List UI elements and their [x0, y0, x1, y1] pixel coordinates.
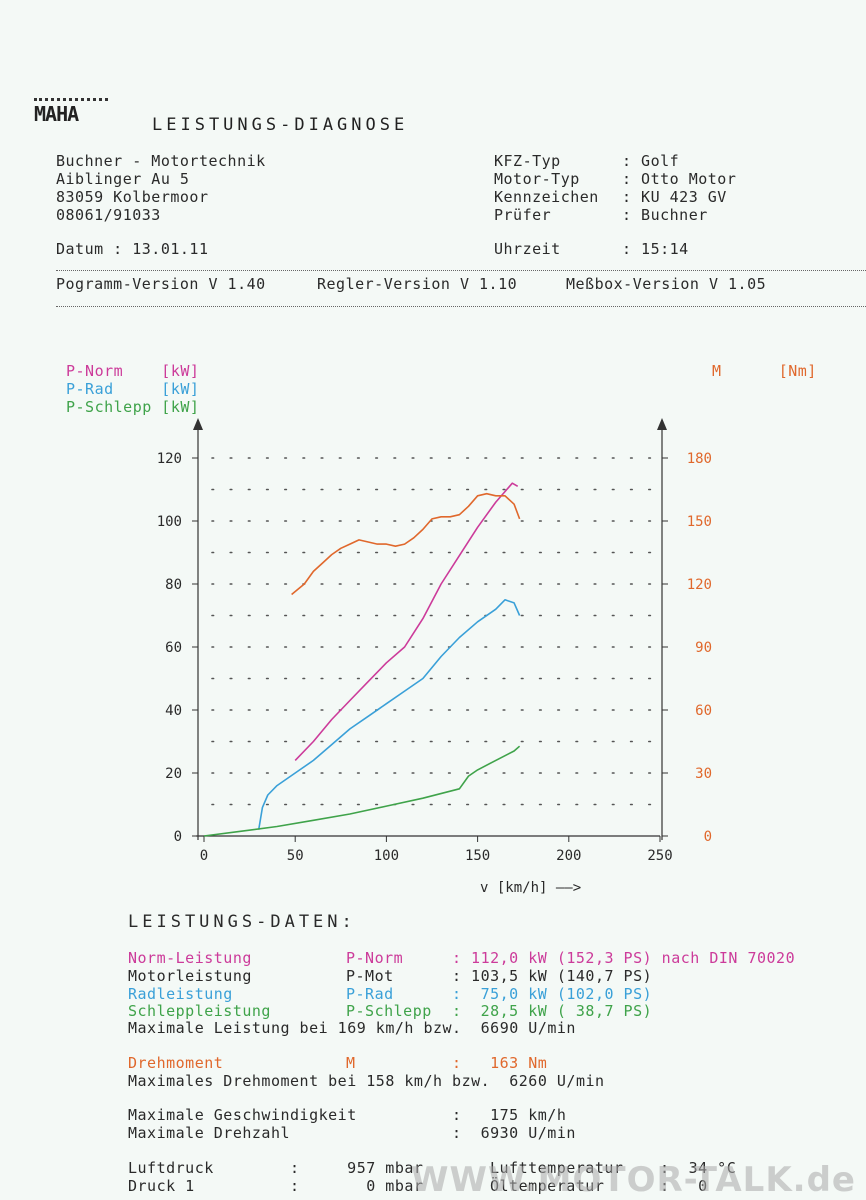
series-line-m — [291, 492, 521, 596]
inspector-value: : Buchner — [622, 206, 708, 224]
x-tick-label: 100 — [374, 848, 399, 864]
engine-type-label: Motor-Typ — [494, 170, 580, 188]
company-phone: 08061/91033 — [56, 206, 161, 224]
watermark: WWW.MOTOR-TALK.de — [411, 1160, 856, 1200]
y-tick-label-right: 60 — [695, 703, 712, 719]
logo: MAHA — [34, 102, 79, 126]
program-version: Pogramm-Version V 1.40 — [56, 275, 266, 293]
engine-type-value: : Otto Motor — [622, 170, 737, 188]
data-row-label: Motorleistung — [128, 967, 252, 985]
plate-label: Kennzeichen — [494, 188, 599, 206]
vehicle-type-label: KFZ-Typ — [494, 152, 561, 170]
y-tick-label-left: 120 — [157, 451, 182, 467]
plate-value: : KU 423 GV — [622, 188, 727, 206]
pressure1-value: : 0 mbar — [290, 1177, 424, 1195]
chart-grid — [211, 457, 657, 806]
y-tick-label-left: 80 — [165, 577, 182, 593]
air-temp-value: : 34 °C — [660, 1159, 737, 1177]
x-tick-label: 250 — [647, 848, 672, 864]
inspector-label: Prüfer — [494, 206, 552, 224]
y-tick-label-right: 90 — [695, 640, 712, 656]
oil-temp-value: : 0 — [660, 1177, 708, 1195]
data-row-sym: P-Norm — [346, 949, 404, 967]
data-row-label: Schleppleistung — [128, 1002, 271, 1020]
y-tick-label-left: 100 — [157, 514, 182, 530]
y-tick-label-left: 60 — [165, 640, 182, 656]
torque-label: Drehmoment — [128, 1054, 224, 1072]
y-tick-label-left: 0 — [174, 829, 182, 845]
company-street: Aiblinger Au 5 — [56, 170, 190, 188]
company-name: Buchner - Motortechnik — [56, 152, 266, 170]
power-chart: 0 20 40 60 80 100 120 0 30 60 90 120 150 180 0 50 100 150… — [157, 418, 712, 896]
time-label: Uhrzeit — [494, 240, 561, 258]
x-axis-label: v [km/h] ——> — [480, 880, 581, 896]
x-tick-label: 200 — [556, 848, 581, 864]
air-temp-label: Lufttemperatur — [490, 1159, 624, 1177]
y-tick-label-right: 150 — [687, 514, 712, 530]
air-pressure-value: : 957 mbar — [290, 1159, 424, 1177]
legend-p-norm: P-Norm [kW] — [66, 362, 200, 380]
data-row-value: : 75,0 kW (102,0 PS) — [452, 985, 653, 1003]
y-tick-label-left: 20 — [165, 766, 182, 782]
torque-value: : 163 Nm — [452, 1054, 548, 1072]
legend-torque: M [Nm] — [712, 362, 817, 380]
time-value: : 15:14 — [622, 240, 689, 258]
max-speed-label: Maximale Geschwindigkeit — [128, 1106, 357, 1124]
data-row-label: Radleistung — [128, 985, 233, 1003]
data-row-value: : 28,5 kW ( 38,7 PS) — [452, 1002, 653, 1020]
max-rpm-value: : 6930 U/min — [452, 1124, 576, 1142]
page-title: LEISTUNGS-DIAGNOSE — [152, 115, 409, 135]
data-row-label: Norm-Leistung — [128, 949, 252, 967]
x-tick-label: 150 — [465, 848, 490, 864]
measure-version: Meßbox-Version V 1.05 — [566, 275, 767, 293]
divider — [56, 270, 866, 271]
data-row-value: : 112,0 kW (152,3 PS) nach DIN 70020 — [452, 949, 796, 967]
max-torque: Maximales Drehmoment bei 158 km/h bzw. 6… — [128, 1072, 605, 1090]
vehicle-type-value: : Golf — [622, 152, 680, 170]
legend-p-schlepp: P-Schlepp [kW] — [66, 398, 200, 416]
data-row-sym: P-Rad — [346, 985, 394, 1003]
y-tick-label-right: 0 — [704, 829, 712, 845]
y-axis-right-arrow — [657, 418, 667, 430]
y-tick-label-right: 180 — [687, 451, 712, 467]
data-row-sym: P-Mot — [346, 967, 394, 985]
chart-series — [203, 482, 521, 837]
series-line-p-schlepp — [203, 745, 521, 837]
data-row-sym: P-Schlepp — [346, 1002, 432, 1020]
chart-ticks: 0 20 40 60 80 100 120 0 30 60 90 120 150 180 0 50 100 150… — [157, 451, 712, 864]
oil-temp-label: Öltemperatur — [490, 1177, 605, 1195]
data-row-value: : 103,5 kW (140,7 PS) — [452, 967, 653, 985]
company-city: 83059 Kolbermoor — [56, 188, 209, 206]
max-rpm-label: Maximale Drehzahl — [128, 1124, 291, 1142]
logo-stripes — [34, 98, 108, 111]
divider — [56, 306, 866, 307]
data-section-title: LEISTUNGS-DATEN: — [128, 912, 356, 932]
y-tick-label-right: 120 — [687, 577, 712, 593]
y-tick-label-right: 30 — [695, 766, 712, 782]
series-line-p-norm — [294, 482, 519, 761]
pressure1-label: Druck 1 — [128, 1177, 195, 1195]
chart-axes — [193, 418, 667, 840]
controller-version: Regler-Version V 1.10 — [317, 275, 518, 293]
y-axis-left-arrow — [193, 418, 203, 430]
max-power: Maximale Leistung bei 169 km/h bzw. 6690… — [128, 1019, 576, 1037]
torque-symbol: M — [346, 1054, 356, 1072]
legend-p-rad: P-Rad [kW] — [66, 380, 200, 398]
date: Datum : 13.01.11 — [56, 240, 209, 258]
x-tick-label: 0 — [200, 848, 208, 864]
air-pressure-label: Luftdruck — [128, 1159, 214, 1177]
series-line-p-rad — [257, 598, 521, 830]
max-speed-value: : 175 km/h — [452, 1106, 567, 1124]
x-tick-label: 50 — [287, 848, 304, 864]
y-tick-label-left: 40 — [165, 703, 182, 719]
